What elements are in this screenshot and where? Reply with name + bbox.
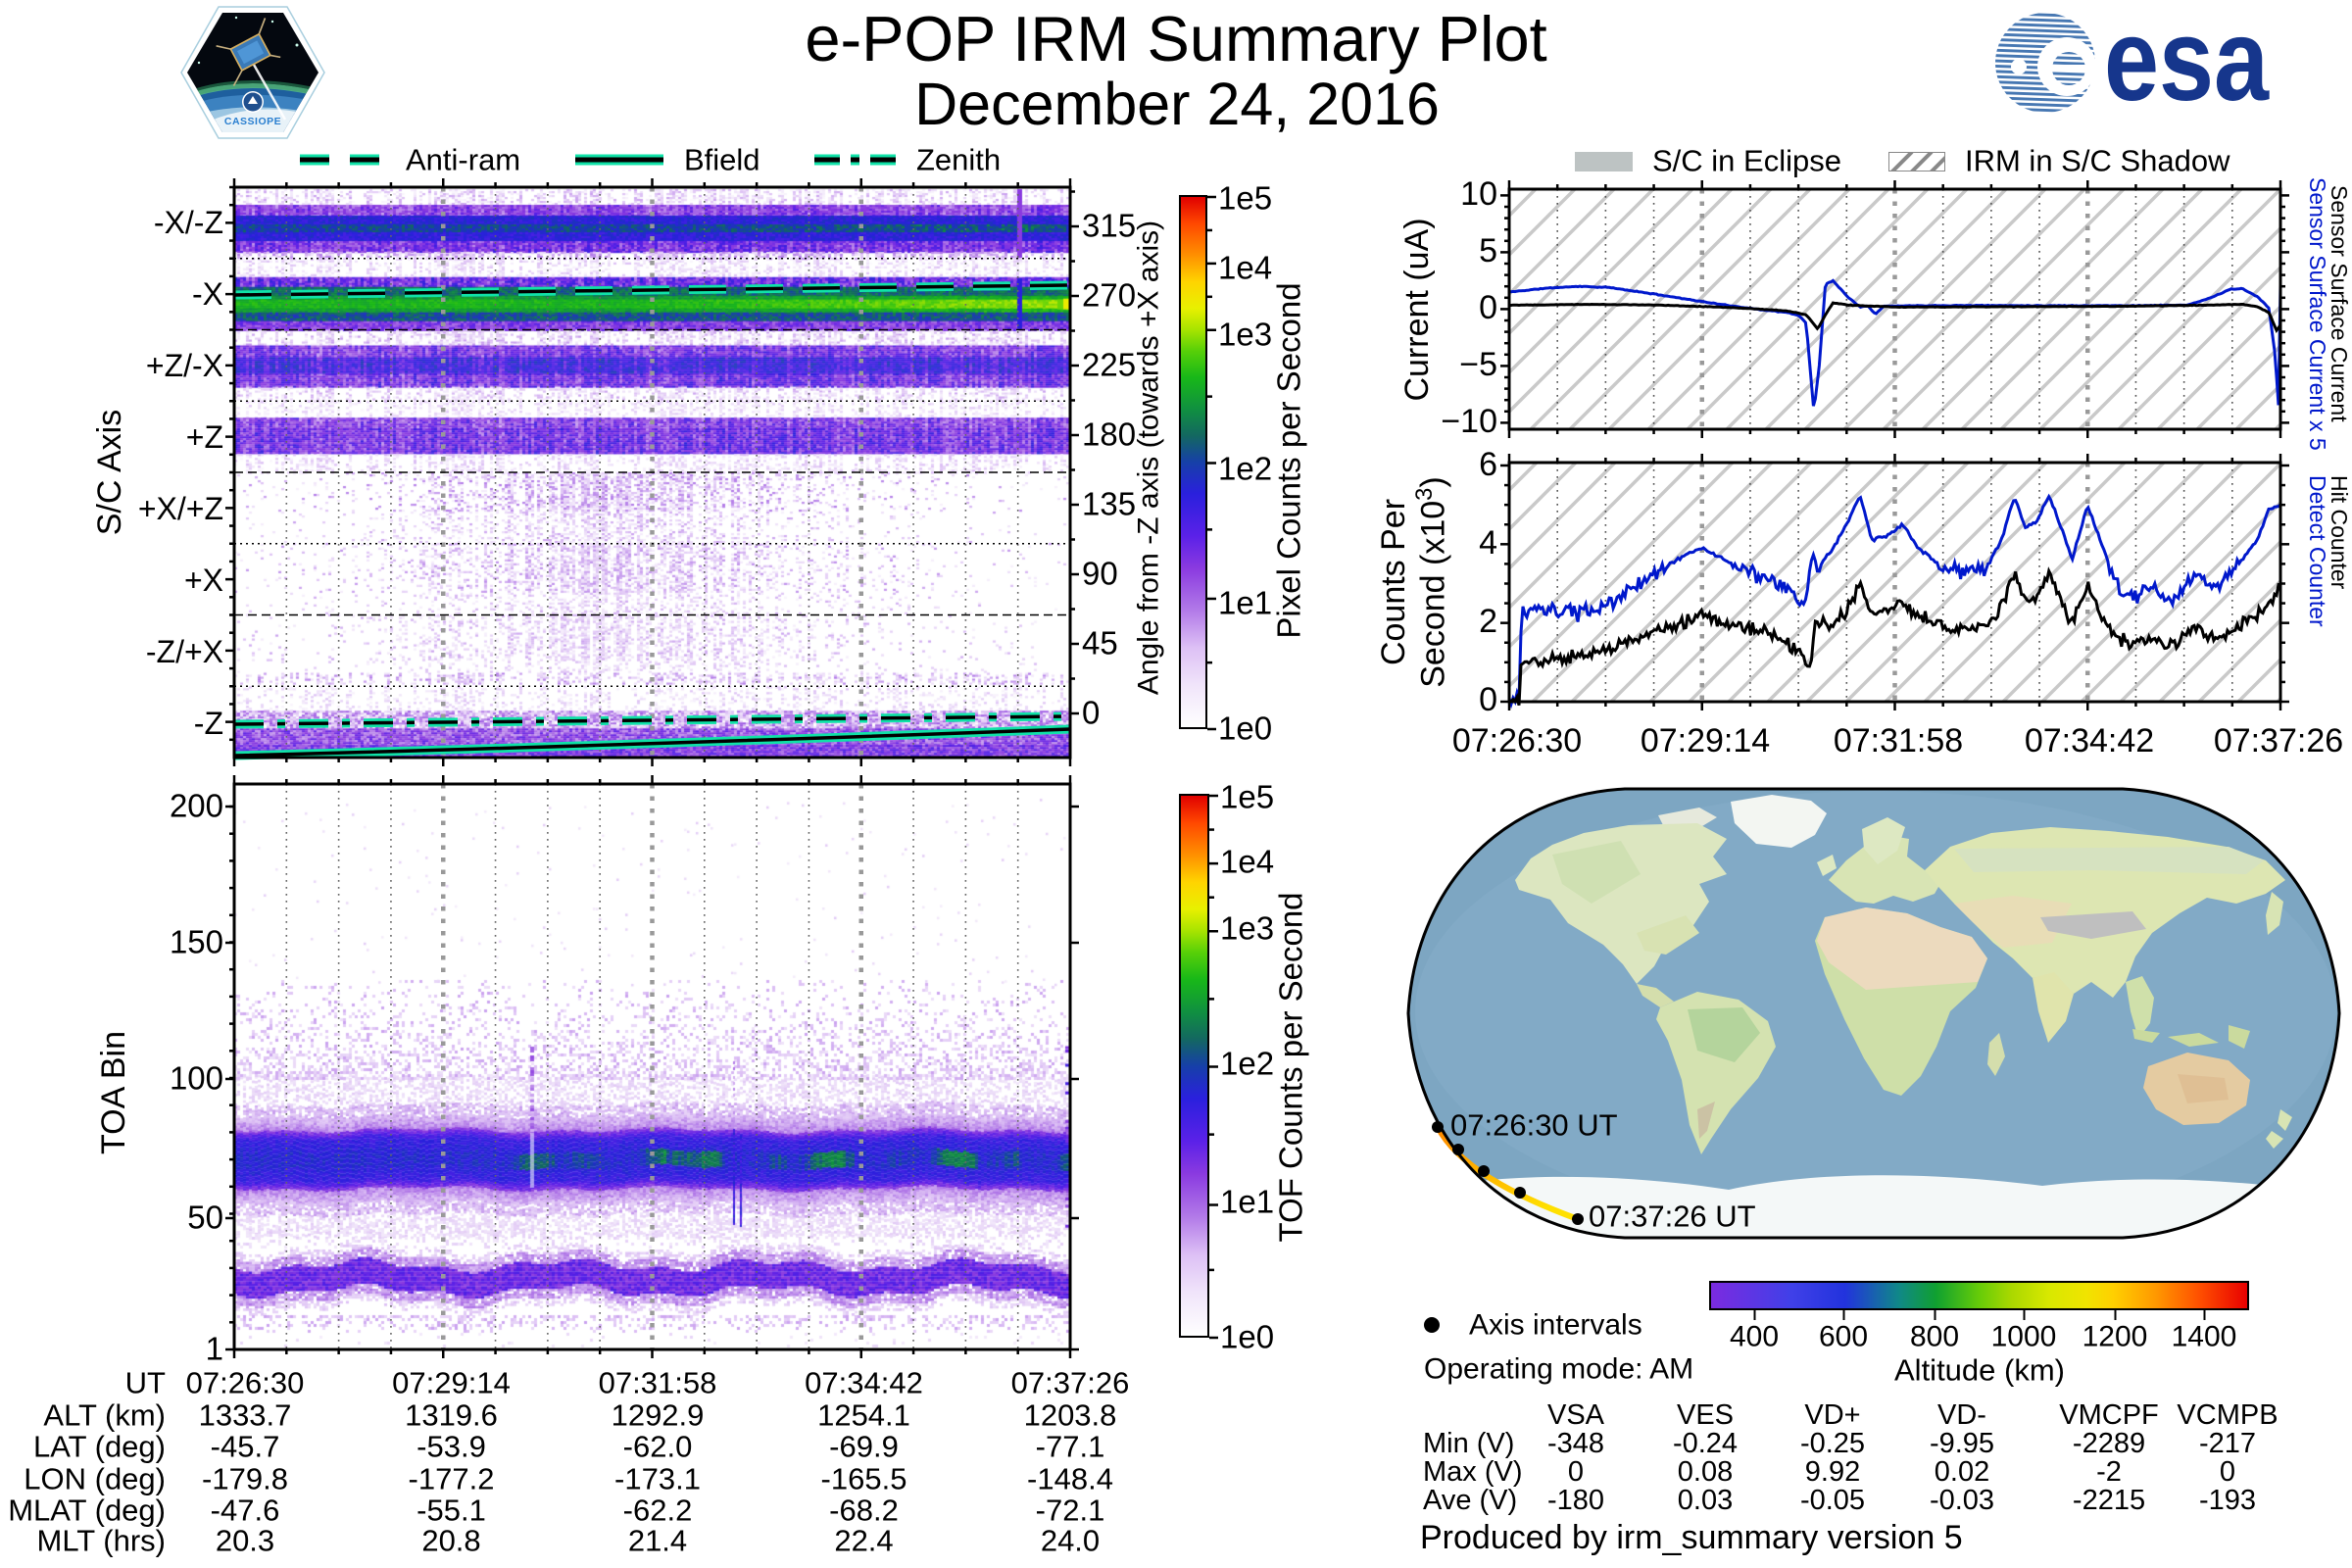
svg-text:esa: esa xyxy=(2104,6,2270,122)
svg-text:CASSIOPE: CASSIOPE xyxy=(224,116,281,127)
